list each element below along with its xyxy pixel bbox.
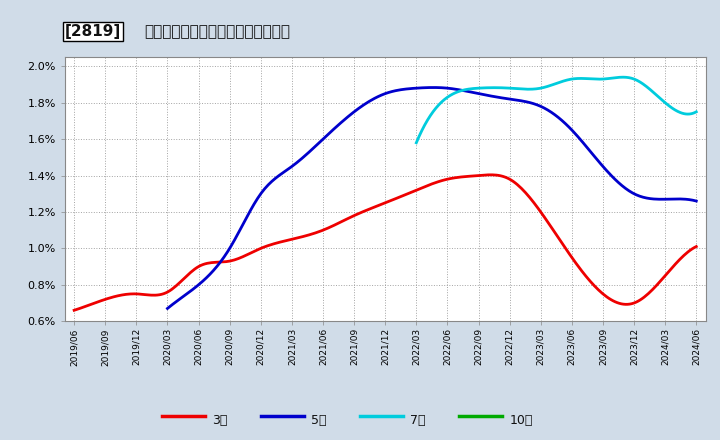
Point (201, 413, 210, 418)
Text: 5年: 5年 (311, 414, 327, 427)
Point (498, 413, 507, 418)
Text: [2819]: [2819] (65, 24, 121, 39)
Text: 7年: 7年 (410, 414, 426, 427)
Text: 3年: 3年 (212, 414, 228, 427)
Point (300, 413, 308, 418)
Text: 経常利益マージンの標準偏差の推移: 経常利益マージンの標準偏差の推移 (144, 24, 290, 39)
Point (455, 413, 464, 418)
Point (256, 413, 265, 418)
Point (399, 413, 408, 418)
Text: 10年: 10年 (510, 414, 533, 427)
Point (158, 413, 166, 418)
Point (356, 413, 364, 418)
